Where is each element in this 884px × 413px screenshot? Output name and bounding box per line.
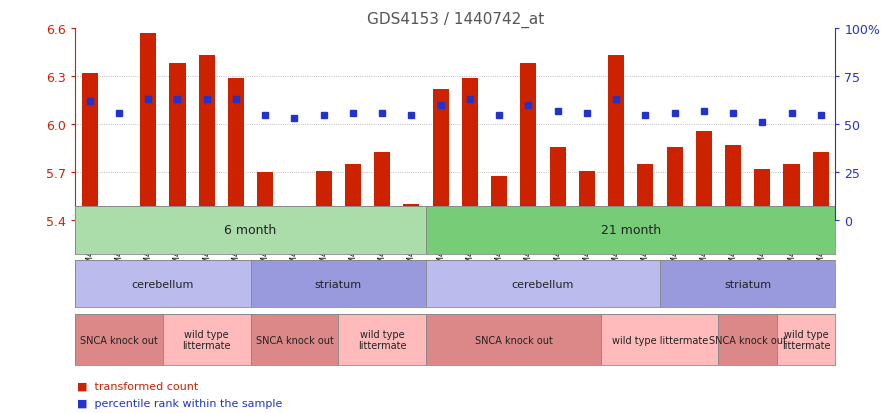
Bar [719, 314, 777, 366]
Bar [492, 176, 507, 221]
Bar [163, 314, 250, 366]
Bar [75, 314, 163, 366]
Bar [432, 90, 449, 221]
Text: wild type littermate: wild type littermate [612, 335, 708, 345]
Text: SNCA knock out: SNCA knock out [80, 335, 158, 345]
Bar [667, 147, 682, 221]
Bar [403, 205, 419, 221]
Bar [250, 260, 426, 308]
Text: cerebellum: cerebellum [132, 279, 194, 289]
Title: GDS4153 / 1440742_at: GDS4153 / 1440742_at [367, 12, 544, 28]
Bar [257, 173, 273, 221]
Bar [521, 64, 537, 221]
Bar [426, 314, 601, 366]
Bar [199, 56, 215, 221]
Bar [550, 147, 566, 221]
Text: SNCA knock out: SNCA knock out [255, 335, 333, 345]
Bar [426, 206, 835, 254]
Bar [426, 260, 660, 308]
Text: 21 month: 21 month [600, 224, 660, 237]
Bar [345, 165, 361, 221]
Text: ■  percentile rank within the sample: ■ percentile rank within the sample [77, 398, 282, 408]
Text: cerebellum: cerebellum [512, 279, 575, 289]
Bar [75, 206, 426, 254]
Bar [608, 56, 624, 221]
Text: SNCA knock out: SNCA knock out [475, 335, 552, 345]
Bar [170, 64, 186, 221]
Bar [461, 78, 478, 221]
Text: wild type
littermate: wild type littermate [781, 329, 830, 350]
Bar [660, 260, 835, 308]
Bar [75, 260, 250, 308]
Bar [601, 314, 719, 366]
Bar [339, 314, 426, 366]
Bar [250, 314, 339, 366]
Bar [228, 78, 244, 221]
Text: striatum: striatum [724, 279, 771, 289]
Text: wild type
littermate: wild type littermate [358, 329, 407, 350]
Bar [111, 219, 127, 221]
Bar [141, 34, 156, 221]
Bar [696, 131, 712, 221]
Bar [725, 146, 741, 221]
Text: wild type
littermate: wild type littermate [182, 329, 231, 350]
Bar [637, 165, 653, 221]
Text: SNCA knock out: SNCA knock out [709, 335, 787, 345]
Bar [81, 74, 98, 221]
Bar [286, 216, 302, 221]
Bar [374, 152, 390, 221]
Bar [777, 314, 835, 366]
Bar [754, 170, 770, 221]
Text: striatum: striatum [315, 279, 362, 289]
Text: 6 month: 6 month [225, 224, 277, 237]
Bar [812, 152, 829, 221]
Bar [316, 171, 332, 221]
Text: ■  transformed count: ■ transformed count [77, 381, 198, 391]
Bar [579, 171, 595, 221]
Bar [783, 165, 799, 221]
